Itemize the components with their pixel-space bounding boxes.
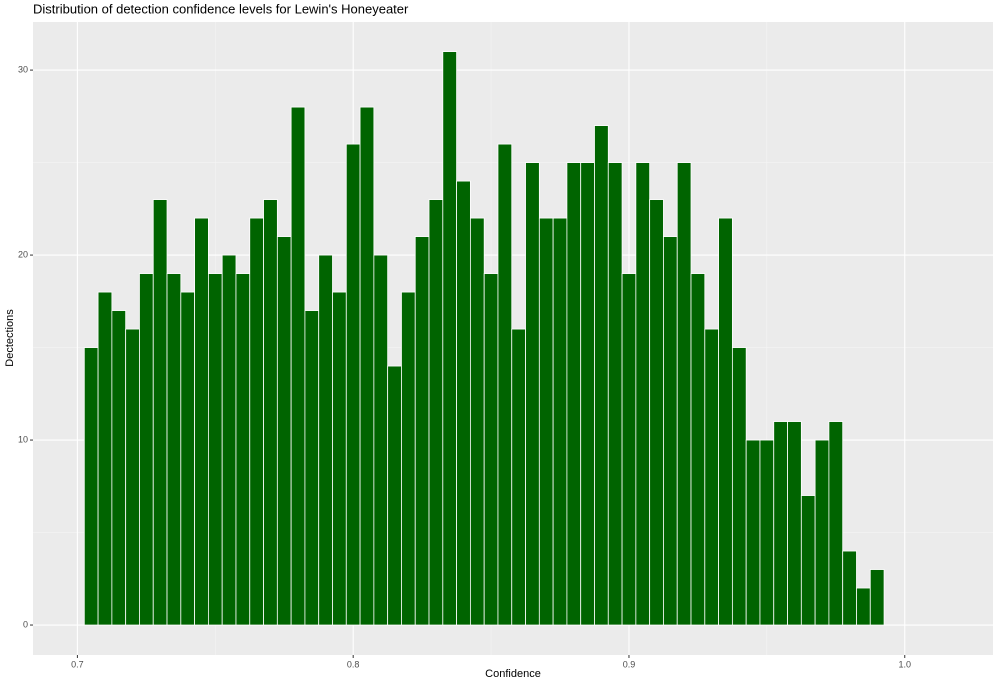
bar <box>511 328 526 626</box>
bar <box>125 328 140 626</box>
bar <box>869 569 885 626</box>
bar <box>387 365 402 626</box>
x-axis-label: Confidence <box>485 668 541 680</box>
bar <box>525 162 540 626</box>
bar <box>621 273 637 626</box>
bar <box>842 550 857 626</box>
bar <box>221 254 237 626</box>
x-tick-label: 1.0 <box>898 659 911 669</box>
bar <box>97 291 113 626</box>
bar <box>180 291 196 626</box>
bar <box>759 439 775 626</box>
bar <box>731 347 747 626</box>
bar <box>704 328 719 626</box>
bar <box>332 291 347 626</box>
bar <box>207 273 223 626</box>
bar <box>428 199 444 626</box>
bar <box>290 106 306 626</box>
bar <box>566 162 582 626</box>
bar <box>235 273 251 626</box>
bar <box>690 273 706 626</box>
bar <box>663 236 678 626</box>
bar <box>83 347 99 626</box>
y-tick-label: 10 <box>18 434 28 444</box>
bar <box>469 217 485 626</box>
bar <box>552 217 568 626</box>
x-tick-label: 0.8 <box>347 659 360 669</box>
bar <box>345 143 361 626</box>
bar <box>718 217 733 626</box>
bar <box>249 217 264 626</box>
bar <box>483 273 499 626</box>
bar <box>194 217 209 626</box>
bar <box>607 162 623 626</box>
bar <box>111 310 127 626</box>
bar <box>401 291 416 626</box>
bar <box>359 106 375 626</box>
bar <box>635 162 651 626</box>
bar <box>139 273 154 626</box>
bar <box>745 439 761 626</box>
bar <box>373 254 389 626</box>
bar <box>442 51 458 626</box>
bar <box>152 199 168 626</box>
y-tick-label: 20 <box>18 249 28 259</box>
bar <box>594 125 609 626</box>
bar <box>538 217 554 626</box>
y-tick-label: 0 <box>23 619 28 629</box>
bar <box>773 421 788 626</box>
x-tick-label: 0.9 <box>623 659 636 669</box>
y-axis-label: Dectections <box>4 309 16 367</box>
bar <box>649 199 664 626</box>
bar <box>828 421 844 626</box>
chart-title: Distribution of detection confidence lev… <box>33 1 409 16</box>
bar <box>787 421 802 626</box>
bar <box>856 587 871 626</box>
bar <box>318 254 333 626</box>
bar <box>166 273 182 626</box>
bar <box>814 439 830 626</box>
y-tick-label: 30 <box>18 64 28 74</box>
bar <box>800 495 816 626</box>
bar <box>263 199 278 626</box>
bar <box>456 180 471 626</box>
x-tick-label: 0.7 <box>71 659 84 669</box>
bar <box>304 310 320 626</box>
bar <box>414 236 430 626</box>
bar <box>580 162 595 626</box>
bar <box>497 143 513 626</box>
bar <box>676 162 692 626</box>
bar <box>276 236 292 626</box>
